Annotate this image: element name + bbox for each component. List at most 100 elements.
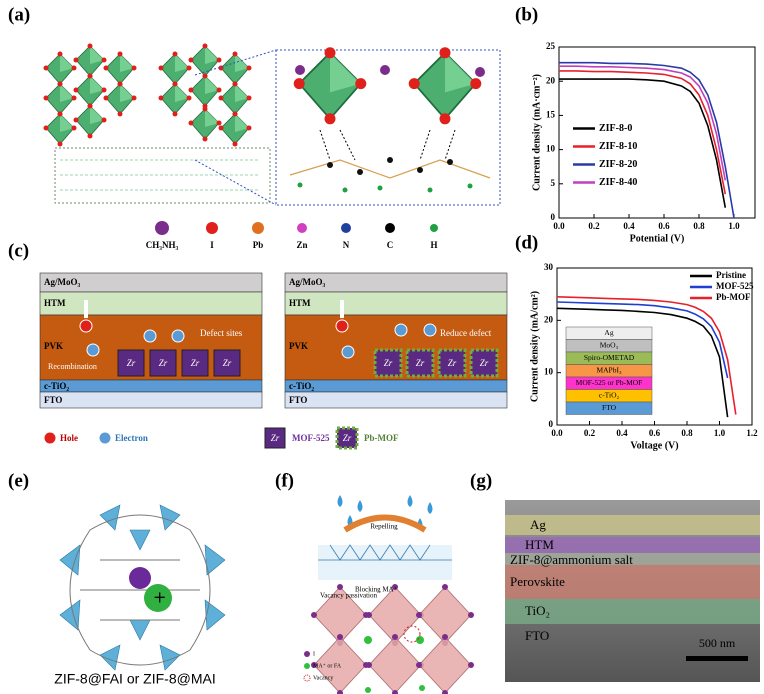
- layer-label: HTM: [44, 298, 66, 308]
- zr-label: Zr: [127, 358, 136, 368]
- plot-frame: [558, 46, 756, 219]
- device-stack: Ag MoO₃ Spiro-OMETAD MAPbI₃ MOF-525 or Pb-MO…: [565, 326, 653, 415]
- x-tick-label: 0.6: [649, 428, 661, 438]
- layer-label: Ag/MoO₃: [44, 277, 80, 287]
- layer-label: HTM: [525, 537, 554, 552]
- series-line: [559, 70, 727, 195]
- layer-label: c-TiO₂: [44, 381, 69, 391]
- legend-label: Vacancy: [313, 675, 333, 681]
- zr-label: Zr: [343, 433, 352, 443]
- legend-label: Pristine: [716, 270, 746, 280]
- legend-label: ZIF-8-0: [599, 123, 632, 134]
- layer-label: TiO₂: [525, 603, 550, 618]
- x-tick-label: 0.8: [681, 428, 693, 438]
- y-tick-label: 25: [546, 41, 556, 51]
- legend-label: MA⁺ or FA: [313, 662, 342, 669]
- layer-label: FTO: [525, 628, 549, 643]
- scale-bar-label: 500 nm: [699, 636, 736, 650]
- x-tick-label: 0.4: [616, 428, 628, 438]
- caption: ZIF-8@FAI or ZIF-8@MAI: [54, 671, 215, 687]
- layer-label: Ag: [530, 517, 546, 532]
- y-tick-label: 20: [544, 314, 554, 324]
- x-tick-label: 0.6: [658, 221, 670, 231]
- zr-label: Zr: [159, 358, 168, 368]
- y-axis-label: Current density (mA/cm²): [529, 291, 540, 402]
- stack-label: Ag: [604, 328, 613, 337]
- y-tick-label: 30: [544, 262, 554, 272]
- zr-label: Zr: [271, 433, 280, 443]
- legend-label: CH₃NH₃: [146, 240, 179, 250]
- legend-label: H: [430, 240, 437, 250]
- zr-label: Zr: [480, 358, 489, 368]
- legend-label: Pb-MOF: [716, 292, 751, 302]
- y-tick-label: 20: [546, 75, 556, 85]
- series-line: [556, 307, 729, 418]
- legend-label: ZIF-8-20: [599, 159, 637, 170]
- series-line: [556, 296, 737, 415]
- stack-label: MAPbI₃: [596, 366, 622, 375]
- layer-label: PVK: [44, 341, 63, 351]
- layer-label: HTM: [289, 298, 311, 308]
- zr-label: Zr: [223, 358, 232, 368]
- note: Defect sites: [200, 328, 243, 338]
- legend-label: Zn: [296, 240, 307, 250]
- legend-label: I: [210, 240, 214, 250]
- zr-label: Zr: [448, 358, 457, 368]
- note: Repelling: [370, 523, 398, 531]
- legend-label: ZIF-8-10: [599, 141, 637, 152]
- panel-label: (f): [275, 470, 294, 491]
- layer-label: FTO: [289, 395, 307, 405]
- note: Vacancy passivation: [320, 592, 377, 600]
- series-line: [559, 78, 727, 208]
- legend-label: ZIF-8-40: [599, 177, 637, 188]
- note: Recombination: [48, 362, 97, 371]
- stack-label: Spiro-OMETAD: [584, 353, 635, 362]
- panel-label: (g): [470, 470, 492, 491]
- layer-label: FTO: [44, 395, 62, 405]
- x-tick-label: 1.0: [714, 428, 726, 438]
- note: Reduce defect: [440, 328, 492, 338]
- legend-label: Hole: [60, 433, 78, 443]
- y-tick-label: 15: [546, 109, 556, 119]
- note: Blocking MA⁺: [355, 586, 398, 594]
- layer-label: c-TiO₂: [289, 381, 314, 391]
- x-tick-label: 0.8: [693, 221, 705, 231]
- y-tick-label: 5: [551, 178, 556, 188]
- series-line: [556, 301, 729, 379]
- y-axis-label: Current density (mA·cm⁻²): [531, 74, 542, 191]
- panel-label: (e): [8, 470, 29, 491]
- x-tick-label: 0.0: [553, 221, 565, 231]
- x-tick-label: 0.4: [623, 221, 635, 231]
- zr-label: Zr: [384, 358, 393, 368]
- legend-label: MOF-525: [716, 281, 754, 291]
- legend-label: N: [343, 240, 350, 250]
- zr-label: Zr: [191, 358, 200, 368]
- panel-label: (c): [8, 240, 29, 261]
- stack-label: c-TiO₂: [599, 391, 620, 400]
- legend-label: Pb: [253, 240, 264, 250]
- layer-label: Perovskite: [510, 574, 565, 589]
- svg-text:+: +: [153, 588, 166, 607]
- layer-label: ZIF-8@ammonium salt: [510, 552, 633, 567]
- atom-legend: CH₃NH₃ I Pb Zn N C H: [146, 221, 438, 250]
- layer-label: PVK: [289, 341, 308, 351]
- crystal-structure: [43, 43, 501, 206]
- zif-cage: +: [59, 504, 226, 671]
- x-axis-label: Potential (V): [630, 233, 685, 244]
- stack-label: MoO₃: [600, 341, 619, 350]
- zr-label: Zr: [416, 358, 425, 368]
- legend-label: Pb-MOF: [364, 433, 399, 443]
- legend-label: Electron: [115, 433, 148, 443]
- legend-label: MOF-525: [292, 433, 330, 443]
- passivation-scheme: [303, 495, 475, 694]
- x-axis-label: Voltage (V): [630, 440, 678, 451]
- panel-label: (a): [8, 4, 30, 25]
- layer-label: Ag/MoO₃: [289, 277, 325, 287]
- series-line: [559, 61, 735, 219]
- panel-label: (d): [515, 232, 538, 253]
- panel-label: (b): [515, 4, 538, 25]
- stack-label: FTO: [602, 403, 617, 412]
- x-tick-label: 1.0: [728, 221, 740, 231]
- sem-image: [505, 500, 760, 682]
